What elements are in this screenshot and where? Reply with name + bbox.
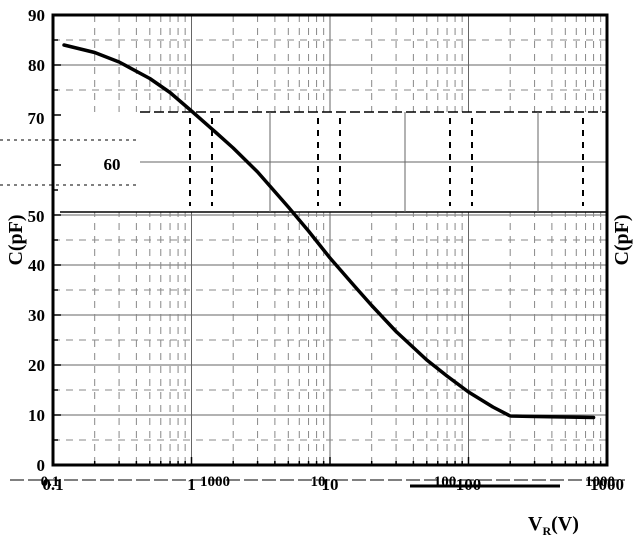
x-axis-title-sub: R (542, 524, 551, 538)
y-axis-title: C(pF) (5, 214, 27, 265)
y-tick-label: 80 (28, 56, 45, 75)
ghost-x-tick-label: 1000 (585, 474, 615, 490)
ghost-xband-background (0, 466, 635, 488)
tick-marks (52, 14, 602, 466)
y-axis-title-right: C(pF) (611, 214, 633, 265)
ghost-y-tick-label: 50 (28, 207, 45, 226)
x-tick-label: 1 (187, 475, 196, 494)
ghost-x-tick-label: 10 (311, 474, 326, 490)
y-tick-label: 20 (28, 356, 45, 375)
x-tick-label: 10 (322, 475, 339, 494)
y-tick-label: 40 (28, 256, 45, 275)
ghost-y-tick-label: 70 (28, 109, 45, 128)
series-line (62, 43, 596, 420)
ghost-x-tick-label: 1000 (200, 474, 230, 490)
x-tick-labels: 0.1 1 10 100 1000 (42, 475, 624, 494)
ghost-y-tick-label: 60 (104, 155, 121, 174)
ghost-x-tick-label: 0.1 (41, 474, 60, 490)
x-tick-label: 1000 (590, 475, 624, 494)
x-axis-title-unit: (V) (551, 513, 579, 535)
ghost-overlay-band (0, 111, 635, 488)
ghost-x-tick-label: 100 (434, 474, 457, 490)
y-tick-label: 30 (28, 306, 45, 325)
x-axis-title-main: V (528, 513, 543, 535)
minor-grid (53, 15, 607, 465)
y-tick-label: 10 (28, 406, 45, 425)
y-tick-labels: 0 10 20 30 40 80 90 (28, 6, 45, 475)
x-tick-label: 0.1 (42, 475, 63, 494)
series-layer (62, 43, 596, 420)
x-tick-label: 100 (456, 475, 482, 494)
y-tick-label: 0 (37, 456, 46, 475)
x-axis-title: VR(V) (528, 513, 579, 538)
y-tick-label: 90 (28, 6, 45, 25)
